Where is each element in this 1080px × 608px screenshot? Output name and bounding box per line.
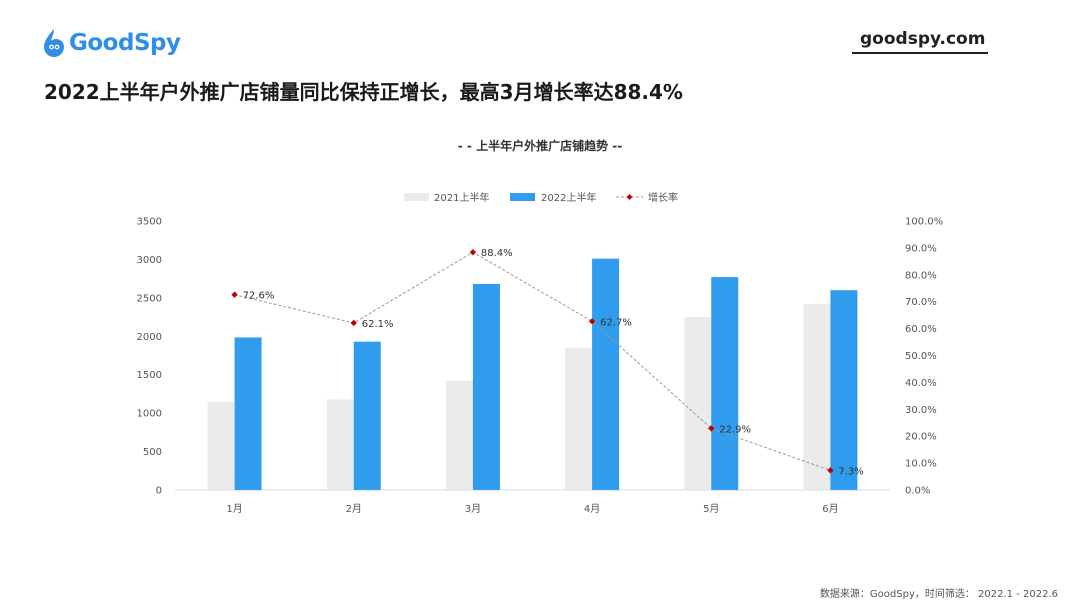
growth-rate-data-label: 88.4% [481, 248, 513, 259]
growth-rate-marker [350, 319, 357, 327]
y-left-tick-label: 3000 [137, 255, 162, 266]
bar-2021-3 [445, 380, 473, 490]
legend-marker-growth [626, 194, 633, 200]
y-right-tick-label: 10.0% [905, 459, 937, 470]
bar-2021-4 [565, 347, 593, 490]
bar-2021-1 [207, 401, 235, 490]
bar-2021-5 [684, 317, 712, 490]
growth-rate-marker [827, 467, 834, 474]
y-left-tick-label: 2000 [137, 332, 162, 343]
bar-2021-6 [803, 304, 831, 490]
y-right-tick-label: 80.0% [905, 270, 937, 281]
goodspy-logo-icon [44, 29, 64, 57]
bar-2022-1 [234, 337, 262, 490]
y-left-tick-label: 0 [156, 486, 162, 497]
x-tick-label: 6月 [822, 503, 838, 515]
growth-rate-marker [231, 291, 238, 298]
growth-rate-data-label: 62.7% [600, 317, 632, 328]
y-right-tick-label: 50.0% [905, 351, 937, 362]
bar-2022-4 [592, 258, 620, 490]
x-tick-label: 5月 [703, 503, 719, 515]
x-tick-label: 1月 [226, 503, 242, 515]
brand-name: GoodSpy [69, 30, 181, 56]
growth-rate-data-label: 62.1% [362, 319, 394, 330]
legend-label-2022: 2022上半年 [541, 191, 596, 204]
growth-rate-data-label: 22.9% [719, 424, 751, 435]
y-left-tick-label: 2500 [137, 293, 162, 304]
legend-swatch-2021 [404, 193, 429, 201]
legend-label-2021: 2021上半年 [434, 191, 489, 204]
x-tick-label: 4月 [584, 503, 600, 515]
bar-2022-6 [830, 290, 858, 490]
x-tick-label: 3月 [465, 503, 481, 515]
legend-label-growth: 增长率 [648, 191, 678, 204]
growth-rate-data-label: 72.6% [243, 291, 275, 302]
site-link[interactable]: goodspy.com [860, 29, 986, 49]
growth-rate-line [234, 251, 831, 471]
y-right-tick-label: 30.0% [905, 405, 937, 416]
x-tick-label: 2月 [346, 503, 362, 515]
y-right-tick-label: 40.0% [905, 378, 937, 389]
bar-2021-2 [326, 399, 354, 490]
y-right-tick-label: 20.0% [905, 432, 937, 443]
bar-2022-2 [353, 341, 381, 490]
y-left-tick-label: 3500 [137, 217, 162, 228]
y-left-tick-label: 1500 [137, 370, 162, 381]
y-right-tick-label: 70.0% [905, 297, 937, 308]
y-left-tick-label: 500 [143, 447, 162, 458]
growth-rate-marker [469, 249, 477, 256]
legend-swatch-2022 [510, 193, 535, 201]
y-right-tick-label: 60.0% [905, 324, 937, 335]
y-right-tick-label: 100.0% [905, 217, 943, 228]
y-right-tick-label: 0.0% [905, 486, 930, 497]
growth-rate-marker [588, 318, 596, 325]
brand-logo: GoodSpy [42, 28, 181, 58]
bar-2022-3 [472, 284, 500, 490]
page-headline: 2022上半年户外推广店铺量同比保持正增长，最高3月增长率达88.4% [44, 80, 683, 104]
y-left-tick-label: 1000 [137, 409, 162, 420]
growth-rate-data-label: 7.3% [838, 466, 863, 477]
y-right-tick-label: 90.0% [905, 243, 937, 254]
source-note: 数据来源：GoodSpy，时间筛选： 2022.1 - 2022.6 [819, 589, 1058, 600]
growth-rate-marker [708, 425, 715, 432]
bar-2022-5 [711, 277, 739, 490]
chart-title: - - 上半年户外推广店铺趋势 -- [457, 139, 623, 153]
site-underline [852, 52, 988, 54]
